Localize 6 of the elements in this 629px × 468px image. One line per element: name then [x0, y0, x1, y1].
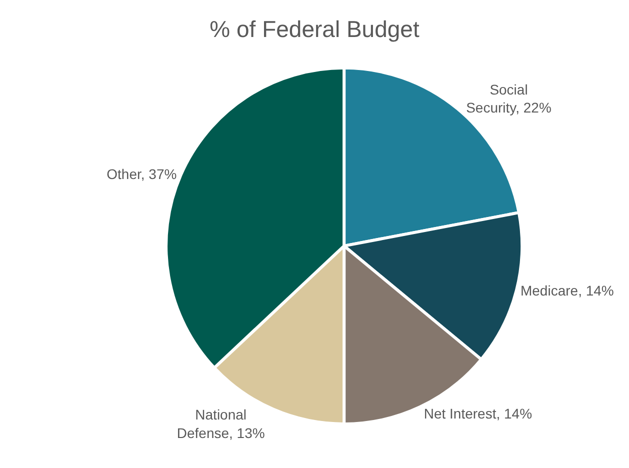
slice-label: National Defense, 13%	[176, 406, 265, 441]
slice-label: Social Security, 22%	[466, 82, 552, 116]
slice-label: Net Interest, 14%	[424, 406, 532, 422]
slice-label: Other, 37%	[106, 166, 177, 182]
chart-title: % of Federal Budget	[210, 16, 420, 42]
slice-label: Medicare, 14%	[520, 282, 614, 299]
